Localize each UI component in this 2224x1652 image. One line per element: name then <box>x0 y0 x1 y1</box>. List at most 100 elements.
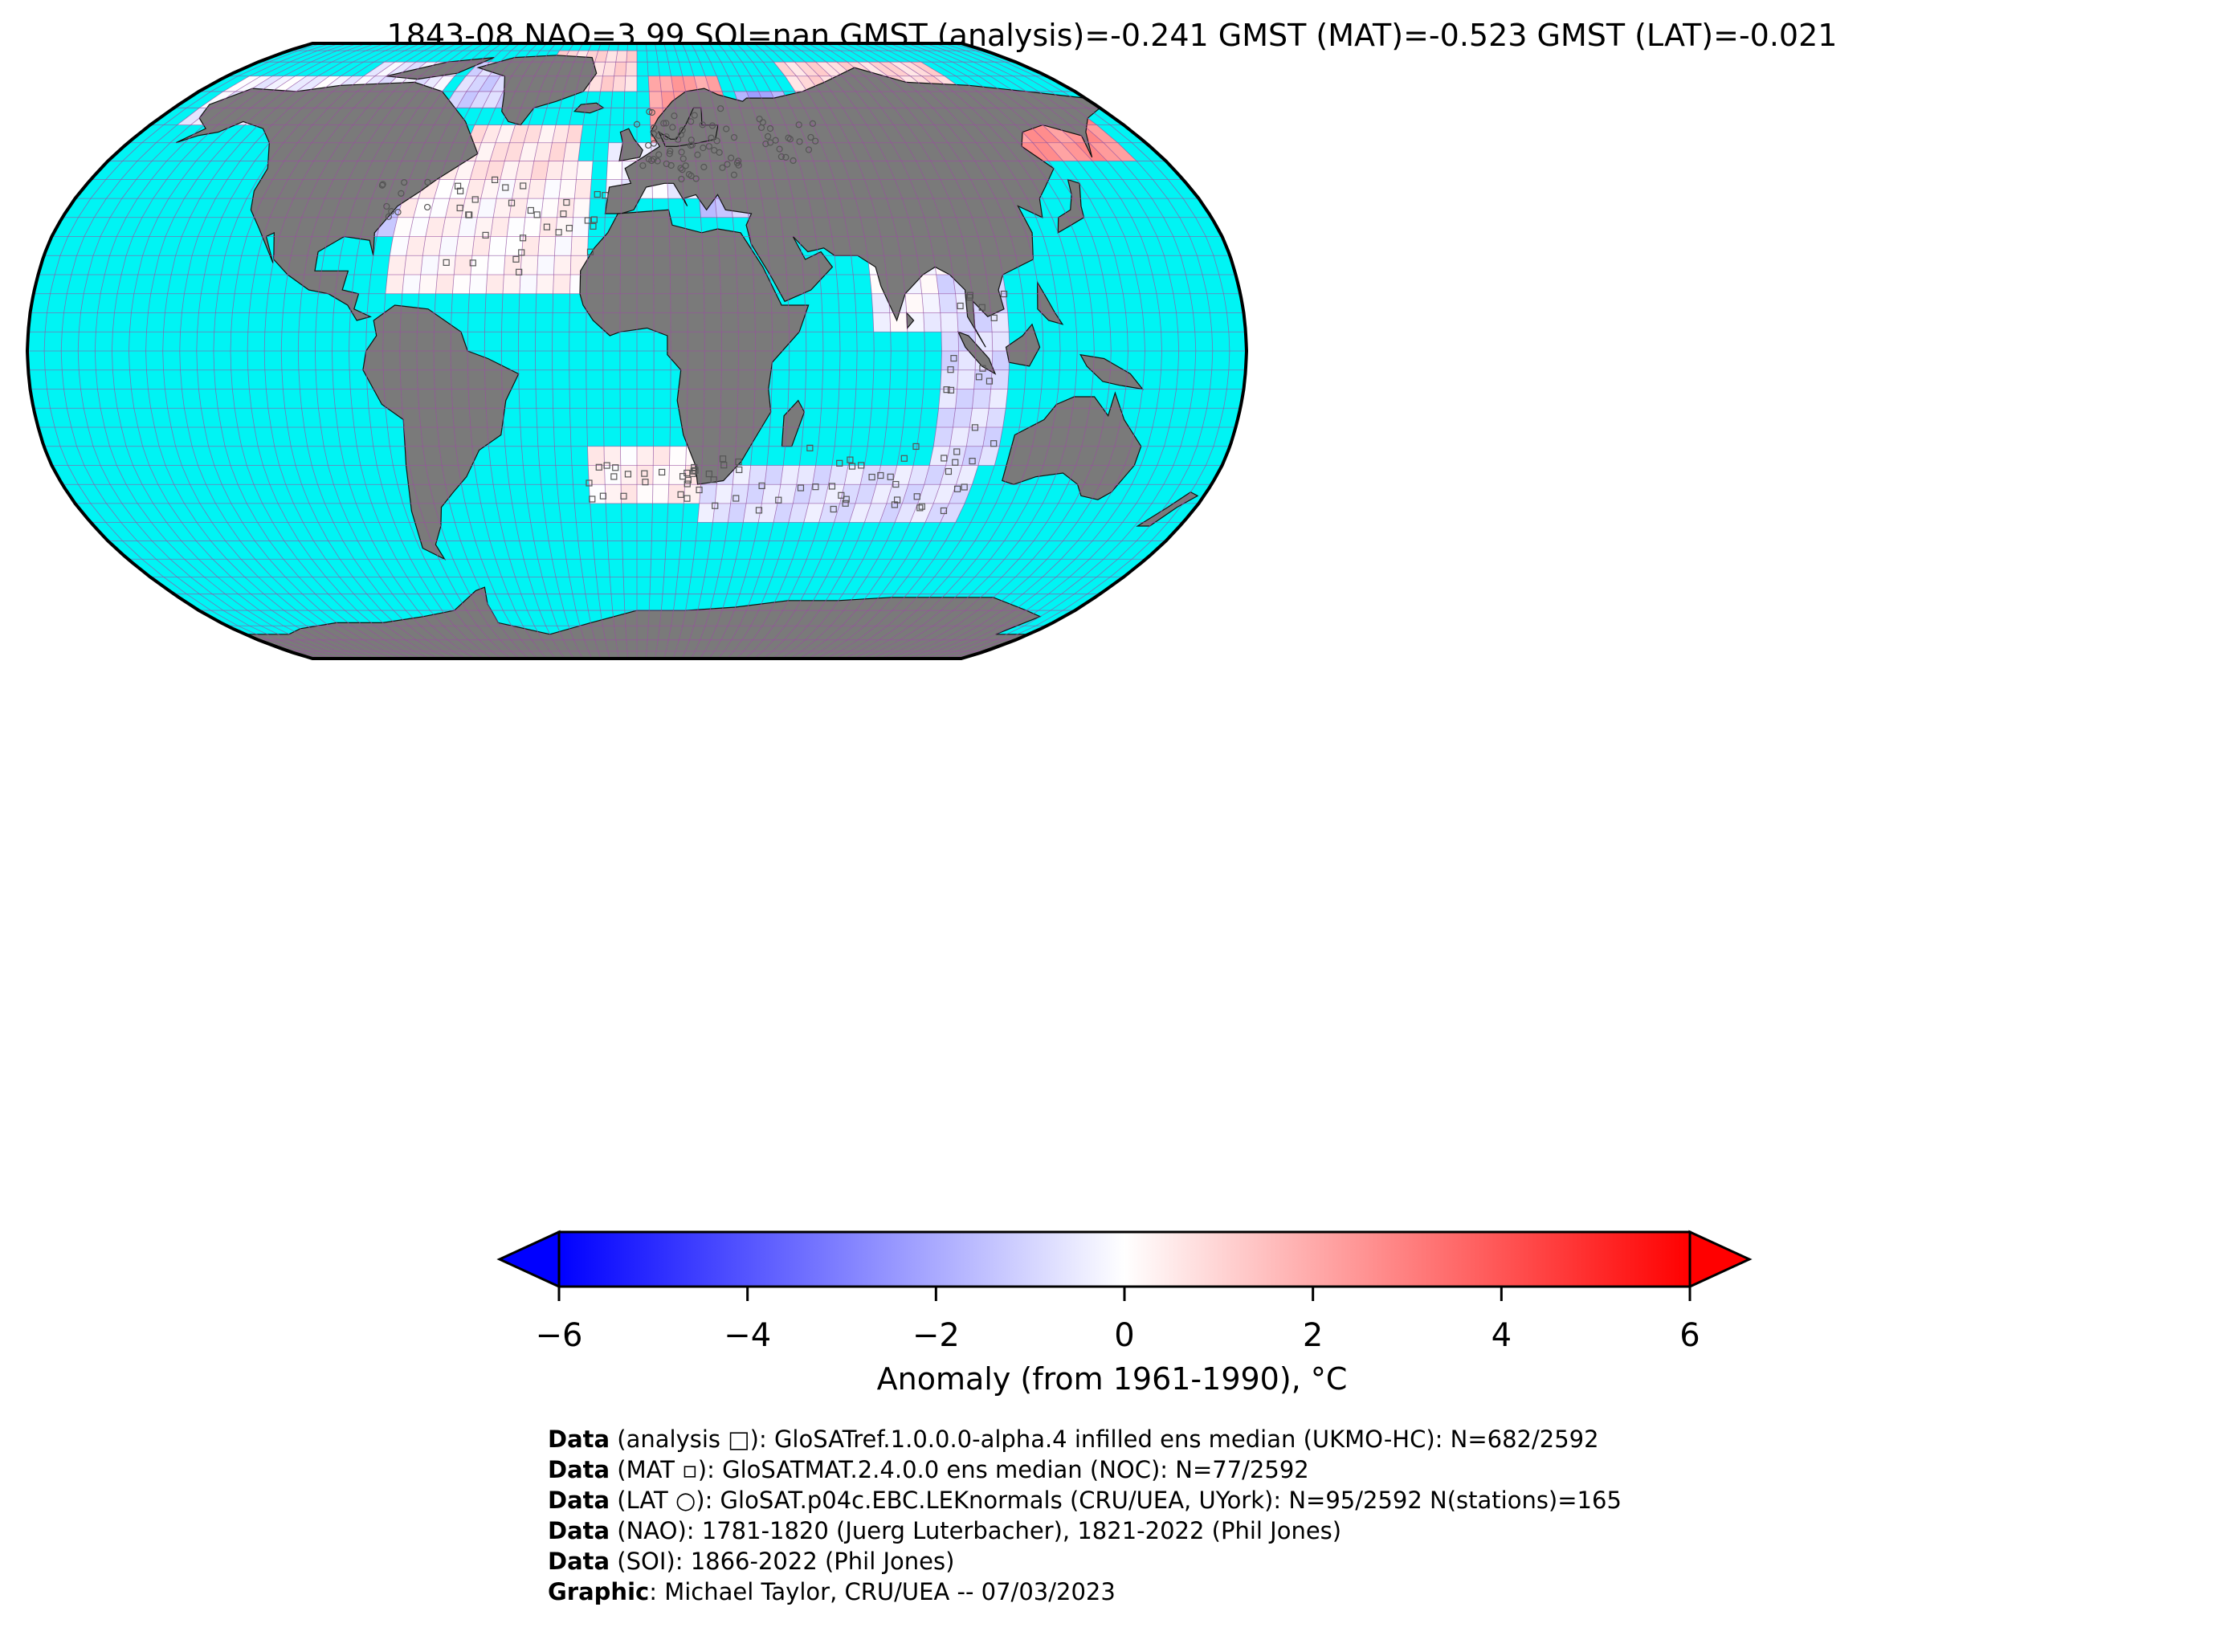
anomaly-cell <box>900 62 933 76</box>
land-station-marker <box>692 175 700 182</box>
anomaly-cell <box>1089 142 1122 161</box>
anomaly-cell <box>496 179 516 199</box>
marine-obs-marker <box>912 443 920 451</box>
marine-obs-marker <box>642 479 649 486</box>
anomaly-cell <box>637 446 654 466</box>
land-station-marker <box>766 124 774 133</box>
credit-line: Data (LAT ○): GloSAT.p04c.EBC.LEKnormals… <box>548 1485 1622 1515</box>
anomaly-cell <box>469 275 488 294</box>
anomaly-cell <box>966 427 986 447</box>
anomaly-cell <box>409 217 430 237</box>
land-station-marker <box>762 141 769 148</box>
land-station-marker <box>805 146 813 153</box>
land-station-marker <box>700 163 708 171</box>
anomaly-cell <box>557 198 575 218</box>
land-station-marker <box>809 120 816 127</box>
graticule <box>27 43 1247 659</box>
land-eurasia <box>604 67 1101 348</box>
anomaly-cell <box>849 503 871 523</box>
anomaly-cell <box>653 446 670 466</box>
anomaly-cell <box>990 369 1010 390</box>
land-station-marker <box>675 136 682 143</box>
credit-text: (analysis □): GloSATref.1.0.0.0-alpha.4 … <box>610 1426 1599 1453</box>
credit-text: : Michael Taylor, CRU/UEA -- 07/03/2023 <box>649 1578 1116 1605</box>
marine-obs-marker <box>953 485 961 492</box>
anomaly-cell <box>985 408 1006 427</box>
anomaly-cell <box>910 62 945 76</box>
land-station-marker <box>724 161 731 168</box>
anomaly-cell <box>558 179 577 199</box>
anomaly-cell <box>458 217 478 237</box>
land-station-marker <box>730 133 738 141</box>
anomaly-cell <box>430 75 455 92</box>
anomaly-cell <box>199 91 235 108</box>
marine-obs-marker <box>610 473 618 480</box>
marine-obs-marker <box>454 182 462 190</box>
land-station-marker <box>776 145 783 153</box>
land-station-marker <box>401 179 408 186</box>
credit-label: Data <box>548 1517 610 1544</box>
marine-obs-marker <box>590 216 598 223</box>
anomaly-cell <box>606 161 622 180</box>
anomaly-cell <box>504 142 524 161</box>
land-station-marker <box>786 136 794 143</box>
anomaly-cell <box>694 75 710 92</box>
anomaly-cell <box>992 351 1010 370</box>
land-station-marker <box>735 161 742 169</box>
marine-obs-marker <box>868 473 875 481</box>
marine-obs-marker <box>941 455 948 462</box>
anomaly-cell <box>668 465 686 485</box>
anomaly-cell <box>589 484 606 504</box>
anomaly-cell <box>561 161 578 180</box>
credit-label: Data <box>548 1426 610 1453</box>
anomaly-cell <box>923 312 941 332</box>
anomaly-cell <box>486 275 504 294</box>
land-station-marker <box>385 213 392 220</box>
marine-obs-marker <box>684 476 692 483</box>
anomaly-cell <box>509 124 529 143</box>
marine-obs-marker <box>590 222 597 230</box>
anomaly-cell <box>796 465 816 485</box>
anomaly-cell <box>879 62 911 76</box>
anomaly-cell <box>933 484 957 504</box>
anomaly-cell <box>474 217 494 237</box>
land-station-marker <box>757 124 765 132</box>
map-frame <box>25 42 1249 660</box>
anomaly-cell <box>284 75 318 92</box>
marine-obs-marker <box>677 491 684 498</box>
marine-obs-marker <box>720 462 728 469</box>
land-station-marker <box>723 125 730 133</box>
credit-text: (SOI): 1866-2022 (Phil Jones) <box>610 1548 955 1575</box>
anomaly-cell <box>637 465 654 485</box>
anomaly-cell <box>667 484 685 504</box>
land-station-marker <box>688 137 695 144</box>
anomaly-cell <box>958 351 976 370</box>
anomaly-cell <box>621 484 637 504</box>
land-indonesia-sumatra <box>957 331 997 375</box>
anomaly-cell <box>471 236 491 256</box>
land-north-america <box>175 81 479 321</box>
land-station-marker <box>735 157 742 165</box>
anomaly-cell <box>604 446 621 466</box>
anomaly-cell <box>728 503 746 523</box>
anomaly-cell <box>637 484 653 504</box>
anomaly-cell <box>815 62 843 76</box>
anomaly-cell <box>479 75 500 92</box>
marine-obs-marker <box>586 248 594 255</box>
land-station-marker <box>678 175 685 183</box>
anomaly-cell <box>504 255 522 275</box>
anomaly-cell <box>576 161 594 180</box>
anomaly-cell <box>624 75 637 92</box>
anomaly-cell <box>490 217 509 237</box>
marine-obs-marker <box>940 507 948 515</box>
anomaly-cell <box>466 75 489 92</box>
land-station-marker <box>679 166 686 173</box>
marine-obs-marker <box>775 496 782 504</box>
marine-obs-marker <box>602 192 609 199</box>
anomaly-cell <box>452 275 471 294</box>
marine-obs-marker <box>719 455 727 463</box>
anomaly-cell <box>490 142 510 161</box>
anomaly-cell <box>886 484 908 504</box>
anomaly-cell <box>587 446 605 466</box>
anomaly-cell <box>386 62 416 76</box>
